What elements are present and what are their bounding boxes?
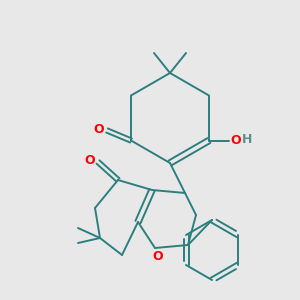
Text: H: H [242,133,252,146]
Text: O: O [85,154,95,166]
Text: O: O [231,134,241,147]
Text: O: O [94,123,104,136]
Text: O: O [153,250,163,262]
